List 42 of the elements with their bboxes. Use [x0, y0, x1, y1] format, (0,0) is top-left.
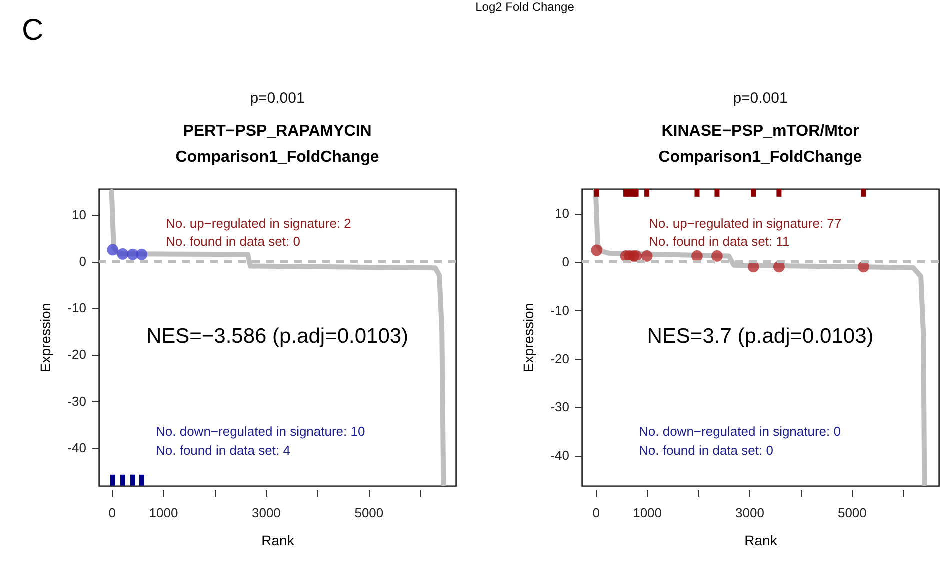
annotation: No. found in data set: 11 — [649, 234, 790, 249]
x-tick-label: 5000 — [354, 506, 384, 520]
text: Log2 Fold Change — [476, 0, 574, 14]
chart-title: PERT−PSP_RAPAMYCIN — [183, 123, 372, 140]
x-tick-label: 1000 — [633, 506, 662, 520]
x-axis-title: Rank — [744, 532, 778, 548]
y-tick-label: -40 — [550, 448, 570, 464]
annotation: NES=−3.586 (p.adj=0.0103) — [146, 325, 409, 348]
chart-subtitle: Comparison1_FoldChange — [176, 149, 380, 166]
chart-title: KINASE−PSP_mTOR/Mtor — [662, 123, 860, 140]
x-tick-label: 3000 — [252, 506, 281, 520]
y-tick-label: 0 — [79, 254, 86, 270]
y-tick-label: -20 — [68, 347, 86, 362]
text: C — [22, 14, 44, 48]
y-tick-label: -10 — [68, 300, 86, 316]
y-tick-label: 10 — [555, 206, 570, 222]
x-axis-title: Rank — [262, 532, 296, 548]
annotation: NES=3.7 (p.adj=0.0103) — [647, 325, 874, 348]
y-tick-label: 0 — [562, 254, 570, 270]
annotation: No. up−regulated in signature: 2 — [166, 216, 352, 231]
y-axis-title: Expression — [38, 303, 54, 373]
y-tick-label: -40 — [68, 440, 86, 456]
annotation: No. down−regulated in signature: 10 — [156, 424, 366, 439]
x-tick-label: 1000 — [149, 506, 178, 520]
y-axis-title: Expression — [520, 303, 537, 373]
annotation: No. found in data set: 0 — [639, 443, 774, 458]
y-tick-label: -30 — [550, 400, 570, 415]
x-tick-label: 3000 — [736, 506, 764, 520]
text: p=0.001 — [733, 90, 788, 107]
annotation: No. found in data set: 0 — [166, 234, 300, 249]
annotation: No. found in data set: 4 — [156, 443, 290, 458]
y-tick-label: -20 — [550, 351, 570, 366]
y-tick-label: -10 — [550, 302, 570, 318]
y-tick-label: 10 — [72, 208, 86, 223]
chart-subtitle: Comparison1_FoldChange — [658, 149, 862, 166]
annotation: No. down−regulated in signature: 0 — [639, 424, 841, 439]
text: p=0.001 — [250, 90, 305, 107]
x-tick-label: 0 — [108, 506, 116, 520]
annotation: No. up−regulated in signature: 77 — [649, 216, 842, 231]
y-tick-label: -30 — [68, 394, 86, 409]
x-tick-label: 0 — [592, 506, 600, 520]
x-tick-label: 5000 — [838, 506, 867, 520]
